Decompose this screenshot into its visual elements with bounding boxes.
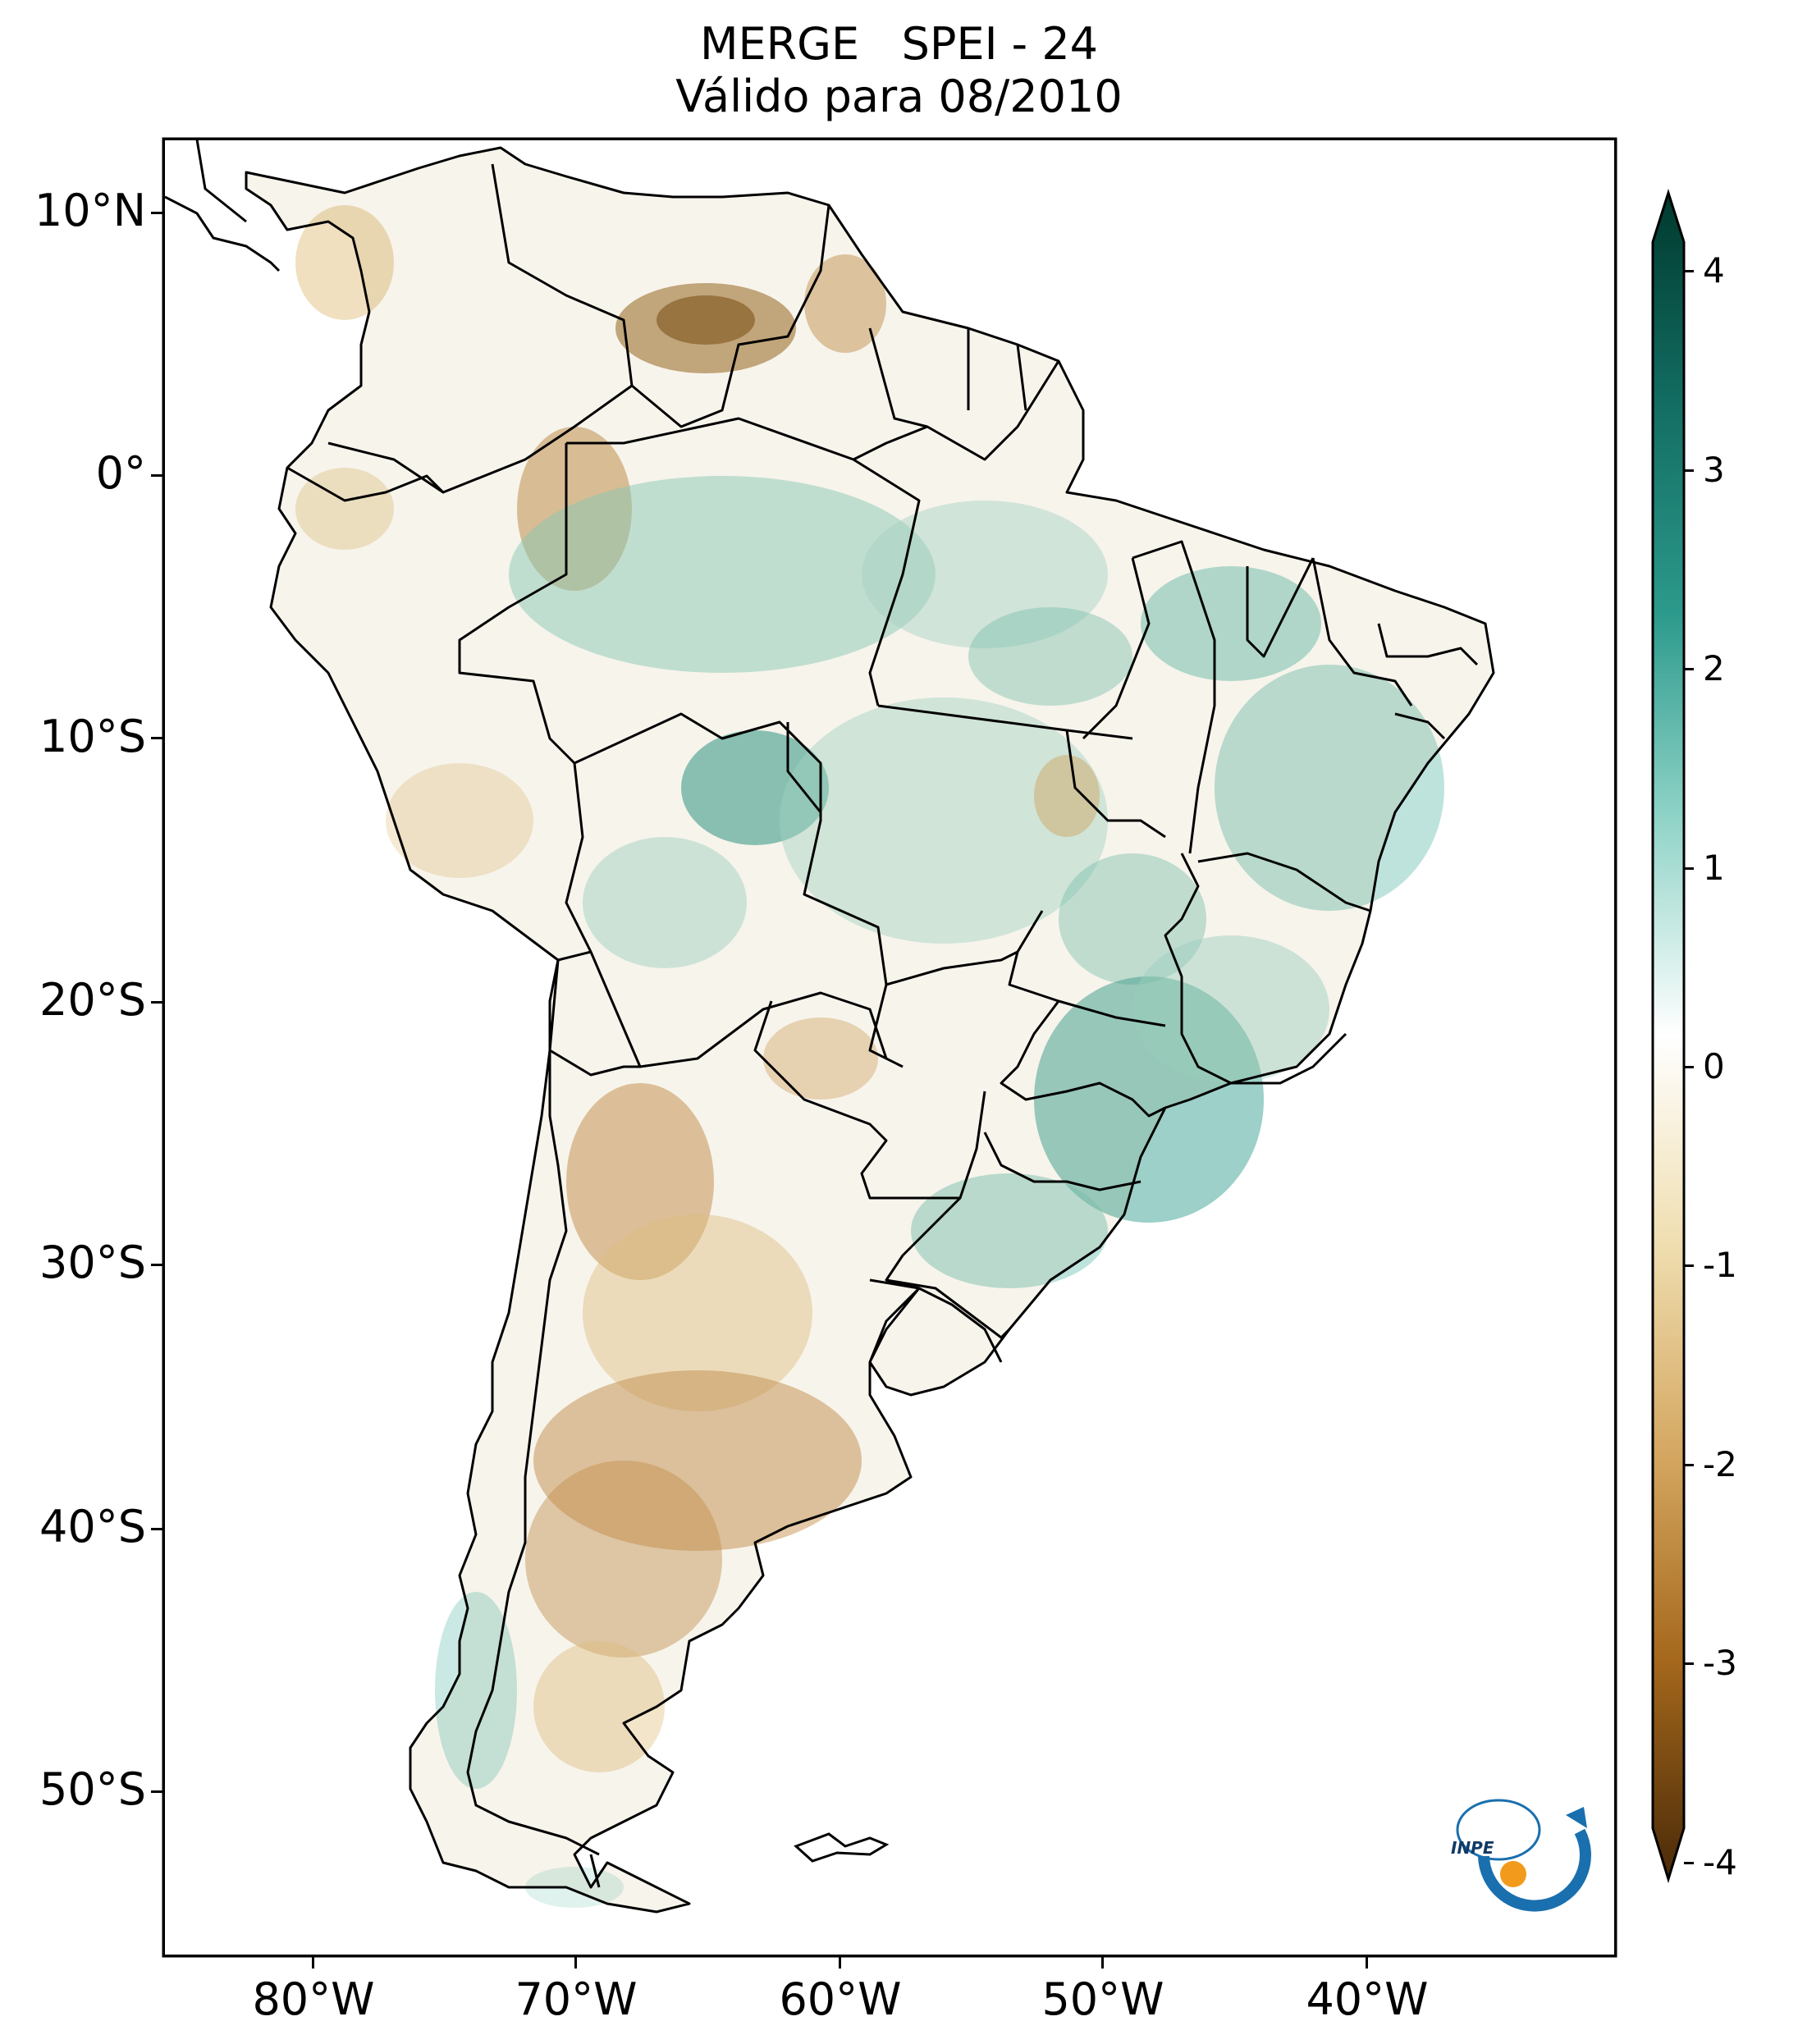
colorbar-tick: [1684, 1264, 1694, 1267]
map-content: [165, 140, 1495, 1914]
colorbar-tick: [1684, 668, 1694, 670]
lat-label: 0°: [95, 447, 146, 499]
lat-label: 20°S: [39, 974, 146, 1026]
colorbar-tick: [1684, 469, 1694, 472]
colorbar-label: 0: [1703, 1046, 1725, 1086]
colorbar-tick: [1684, 270, 1694, 272]
lon-label: 40°W: [1306, 1973, 1429, 2025]
lon-tick: [312, 1957, 314, 1969]
spei-field: [295, 205, 1444, 1908]
colorbar-tick: [1684, 1662, 1694, 1665]
lat-tick: [151, 1264, 162, 1266]
map-border: [162, 137, 1617, 1958]
map-title: MERGE SPEI - 24: [699, 18, 1099, 70]
lat-tick: [151, 1528, 162, 1530]
lon-tick: [574, 1957, 577, 1969]
lat-label: 10°S: [39, 711, 146, 762]
lat-label: 40°S: [39, 1501, 146, 1552]
colorbar-label: -1: [1703, 1245, 1737, 1285]
lat-tick: [151, 1790, 162, 1793]
lon-tick: [1101, 1957, 1104, 1969]
lat-label: 10°N: [34, 185, 146, 236]
inpe-logo-text: INPE: [1451, 1838, 1494, 1858]
colorbar-label: -2: [1703, 1444, 1737, 1484]
colorbar-label: 4: [1703, 250, 1725, 290]
colorbar-tick: [1684, 1464, 1694, 1466]
lat-tick: [151, 1001, 162, 1004]
lat-tick: [151, 474, 162, 477]
colorbar-label: 3: [1703, 450, 1725, 490]
falklands: [794, 1832, 890, 1863]
colorbar-tick: [1684, 1862, 1694, 1864]
lon-label: 80°W: [252, 1973, 375, 2025]
map-subtitle: Válido para 08/2010: [675, 71, 1123, 122]
lat-tick: [151, 737, 162, 739]
colorbar-label: -4: [1703, 1842, 1737, 1882]
lon-tick: [1366, 1957, 1368, 1969]
colorbar-label: 1: [1703, 848, 1725, 888]
borders: [165, 140, 1495, 1914]
lat-label: 50°S: [39, 1763, 146, 1815]
colorbar-tick: [1684, 867, 1694, 870]
colorbar-label: -3: [1703, 1643, 1737, 1683]
colorbar-label: 2: [1703, 648, 1725, 688]
lat-tick: [151, 212, 162, 214]
colorbar-tick: [1684, 1066, 1694, 1068]
lon-label: 50°W: [1041, 1973, 1164, 2025]
lon-label: 60°W: [779, 1973, 902, 2025]
inpe-logo: [1456, 1799, 1591, 1912]
lon-label: 70°W: [515, 1973, 638, 2025]
lat-label: 30°S: [39, 1237, 146, 1288]
lon-tick: [839, 1957, 841, 1969]
colorbar: [1651, 189, 1686, 1884]
